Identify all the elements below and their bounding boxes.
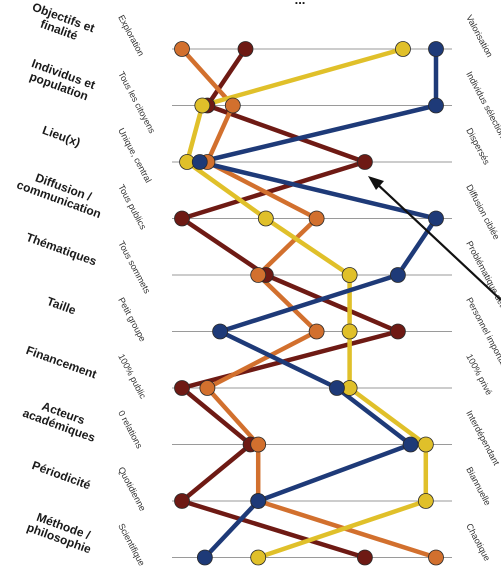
data-point: [174, 380, 190, 396]
data-point: [224, 97, 241, 114]
series-points: [174, 41, 444, 566]
axis-name-label: Objectifs etfinalité: [26, 0, 97, 48]
data-point: [194, 97, 211, 114]
axis-name-label: Diffusion /communication: [15, 165, 108, 221]
axis-low-label: 0 relations: [116, 409, 145, 451]
axis-name-label: Périodicité: [30, 458, 93, 492]
data-point: [250, 549, 267, 566]
data-point: [308, 323, 325, 340]
axis-name-label: Méthode /philosophie: [25, 508, 98, 557]
data-point: [395, 41, 411, 57]
data-point: [250, 436, 267, 453]
data-point: [402, 436, 419, 453]
data-point: [191, 154, 208, 170]
axis-name-label: Acteursacadémiques: [21, 394, 102, 445]
axis-name-label: Individus etpopulation: [25, 56, 97, 104]
axis-high-label: Interdépendant: [464, 409, 501, 468]
data-point: [212, 323, 229, 340]
axis-low-label: Tous les citoyens: [116, 70, 157, 136]
series-line: [184, 46, 429, 560]
axis-high-label: Diffusion ciblée: [464, 183, 501, 241]
data-point: [199, 380, 216, 396]
data-point: [417, 493, 434, 509]
data-point: [428, 41, 444, 57]
chart-title-fragment: ...: [295, 0, 306, 7]
data-point: [341, 267, 358, 283]
data-point: [356, 154, 373, 170]
axis-low-label: Unique, central: [116, 126, 153, 184]
data-point: [341, 323, 358, 340]
axis-low-label: Petit groupe: [116, 296, 148, 344]
data-point: [196, 549, 213, 566]
axis-low-label: Quotidienne: [116, 465, 148, 513]
data-point: [356, 549, 373, 566]
axis-high-label: Dispersés: [464, 126, 492, 166]
axis-name-label: Lieu(x): [40, 123, 82, 150]
axis-low-label: 100% public: [116, 352, 148, 400]
axis-high-label: Biannuelle: [464, 465, 493, 507]
data-point: [417, 436, 434, 453]
data-point: [250, 493, 267, 509]
arrow-annotation: [368, 176, 501, 301]
axis-name-label: Taille: [45, 294, 78, 317]
series-line: [197, 46, 439, 560]
axis-name-label: Financement: [24, 343, 98, 381]
axis-high-label: Chaotique: [464, 522, 492, 563]
axis-low-label: Tous publics: [116, 183, 148, 232]
axis-low-label: Exploration: [116, 13, 146, 57]
data-point: [389, 267, 406, 283]
data-point: [250, 267, 267, 283]
data-point: [174, 210, 190, 227]
axis-low-label: Scientifique: [116, 522, 147, 568]
series-line: [179, 46, 401, 560]
axis-high-label: Valorisation: [464, 13, 495, 59]
data-point: [174, 493, 190, 509]
data-point: [237, 41, 254, 57]
series-line: [179, 46, 439, 560]
data-point: [389, 323, 406, 340]
data-point: [428, 210, 444, 227]
data-point: [308, 210, 325, 227]
series-lines: [179, 46, 439, 560]
data-point: [428, 549, 444, 566]
axis-name-label: Thématiques: [24, 230, 99, 269]
data-point: [174, 41, 190, 57]
axis-low-label: Tous sommets: [116, 239, 152, 295]
data-point: [257, 210, 274, 227]
data-point: [329, 380, 345, 396]
axis-high-label: 100% privé: [464, 352, 494, 396]
data-point: [428, 97, 444, 114]
